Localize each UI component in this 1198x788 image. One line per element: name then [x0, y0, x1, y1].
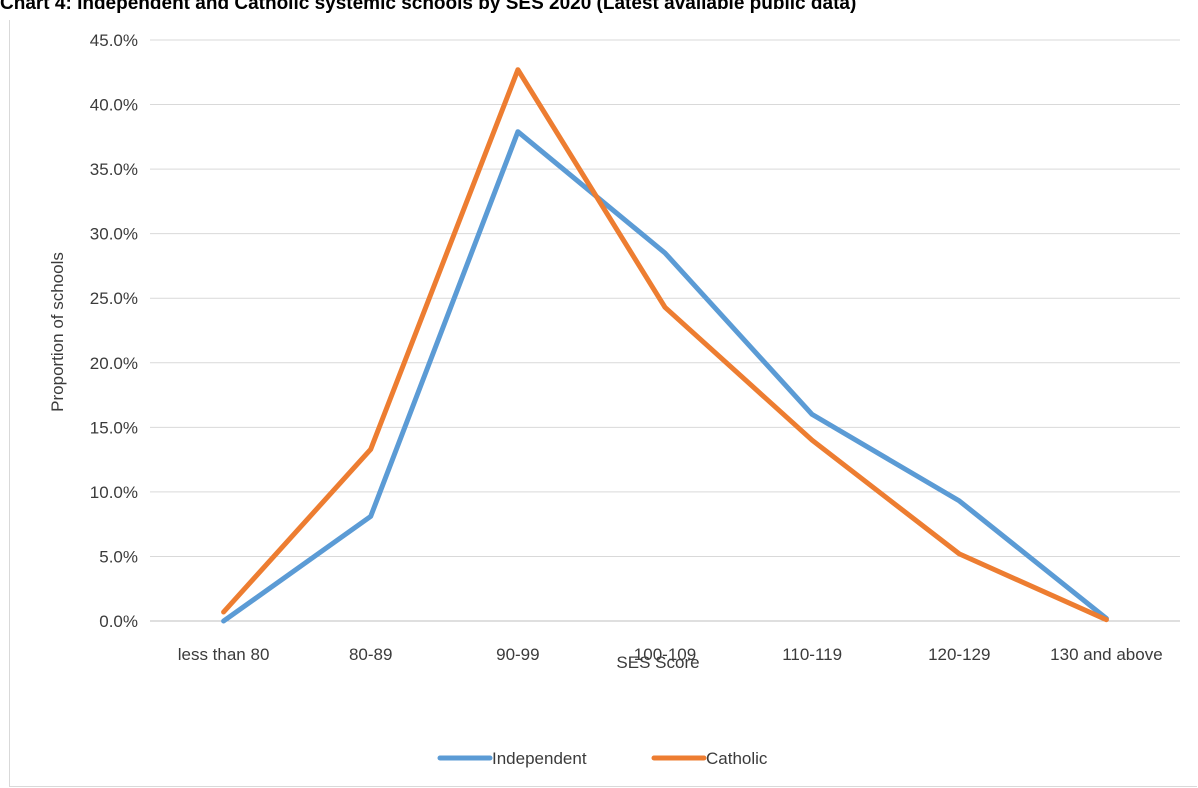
y-tick-label: 45.0% — [90, 31, 138, 50]
series-lines — [221, 67, 1109, 624]
x-tick-label: 120-129 — [928, 645, 990, 664]
gridlines — [150, 39, 1180, 622]
y-tick-label: 35.0% — [90, 160, 138, 179]
series-line-independent — [221, 129, 1109, 624]
y-tick-label: 10.0% — [90, 483, 138, 502]
y-tick-label: 40.0% — [90, 96, 138, 115]
x-axis-title: SES Score — [616, 653, 699, 672]
y-tick-label: 20.0% — [90, 354, 138, 373]
legend: Independent Catholic — [437, 749, 768, 768]
x-tick-label: 110-119 — [782, 645, 842, 664]
y-tick-label: 5.0% — [99, 547, 138, 566]
x-tick-label: 130 and above — [1050, 645, 1163, 664]
x-tick-label: 100-109 — [634, 645, 696, 664]
chart-frame — [9, 20, 1197, 787]
chart-title: Chart 4: Independent and Catholic system… — [0, 0, 857, 14]
y-tick-label: 15.0% — [90, 418, 138, 437]
y-tick-label: 25.0% — [90, 289, 138, 308]
x-tick-label: 80-89 — [349, 645, 392, 664]
series-line-catholic — [221, 67, 1109, 623]
x-tick-label: 90-99 — [496, 645, 539, 664]
y-axis-ticks: 0.0% 5.0% 10.0% 15.0% 20.0% 25.0% 30.0% 35.0% 40… — [90, 31, 138, 631]
y-tick-label: 30.0% — [90, 225, 138, 244]
legend-label: Catholic — [706, 749, 768, 768]
y-axis-title: Proportion of schools — [48, 252, 67, 412]
legend-label: Independent — [492, 749, 587, 768]
y-tick-label: 0.0% — [99, 612, 138, 631]
x-tick-label: less than 80 — [178, 645, 270, 664]
x-axis-ticks: less than 80 80-89 90-99 100-109 110-119 120-… — [178, 645, 1163, 664]
